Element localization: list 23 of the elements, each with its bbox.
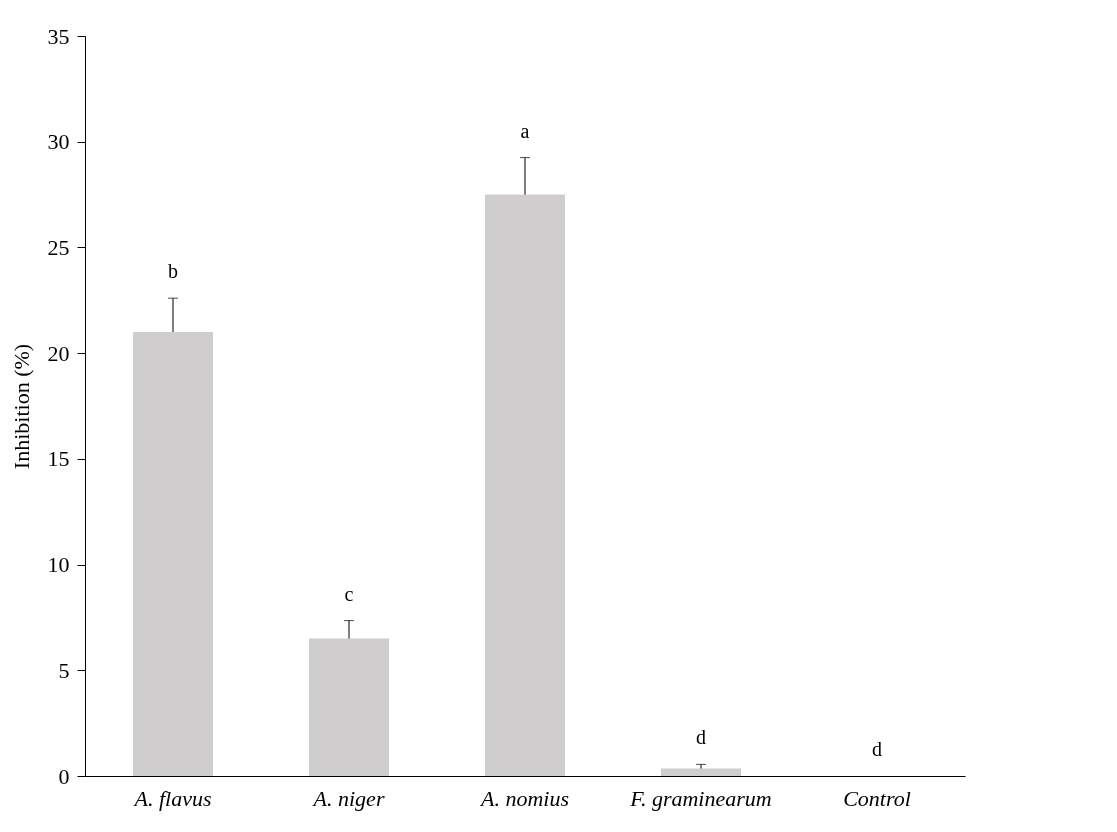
annotation: a — [520, 119, 530, 142]
bar — [309, 638, 389, 776]
y-tick-label: 10 — [47, 552, 70, 578]
y-axis-title: Inhibition (%) — [8, 343, 34, 470]
annotation: d — [696, 726, 706, 749]
y-tick-label: 25 — [47, 234, 70, 260]
bar — [661, 768, 741, 776]
x-tick-label: A. niger — [311, 785, 385, 811]
y-tick-label: 35 — [47, 23, 70, 49]
y-tick-label: 20 — [47, 340, 70, 366]
annotation: c — [344, 582, 354, 605]
bar — [133, 332, 213, 776]
y-tick-label: 0 — [58, 763, 70, 789]
x-tick-label: A. nomius — [479, 785, 569, 811]
y-tick-label: 5 — [58, 657, 70, 683]
y-tick-label: 15 — [47, 446, 70, 472]
y-tick-label: 30 — [47, 129, 70, 155]
x-tick-label: Control — [843, 785, 911, 811]
annotation: b — [168, 260, 178, 283]
x-tick-label: A. flavus — [132, 785, 212, 811]
annotation: d — [872, 738, 882, 760]
x-tick-label: F. graminearum — [629, 785, 772, 811]
bar — [485, 194, 565, 776]
